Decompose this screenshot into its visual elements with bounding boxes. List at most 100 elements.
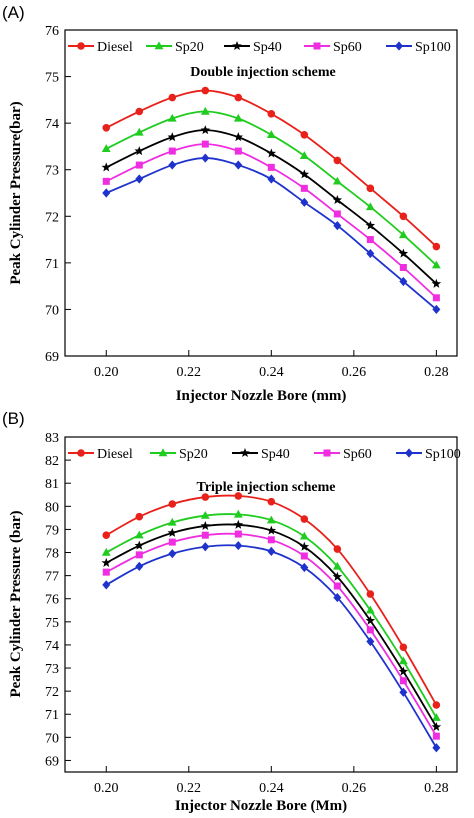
panel-b-data-point-sp20 xyxy=(167,517,177,526)
panel-b-data-point-sp40 xyxy=(233,519,244,529)
panel-a-plot-frame xyxy=(64,29,458,357)
panel-b-x-tick-label: 0.28 xyxy=(424,781,449,796)
panel-b-x-tick-label: 0.26 xyxy=(342,781,367,796)
panel-b-data-point-diesel xyxy=(168,500,177,508)
panel-a-legend-marker xyxy=(154,41,164,50)
panel-b-y-tick-label: 71 xyxy=(45,708,59,723)
panel-b-legend-label: Sp40 xyxy=(261,447,290,462)
panel-a-data-point-sp20 xyxy=(200,106,210,115)
panel-a-legend-marker xyxy=(77,42,85,50)
panel-b-data-point-diesel xyxy=(333,545,342,553)
panel-b-data-point-sp60 xyxy=(135,551,143,559)
panel-b-legend-label: Diesel xyxy=(97,447,133,462)
panel-a-legend-entry-sp60: Sp60 xyxy=(304,40,362,55)
panel-b-y-tick-label: 80 xyxy=(45,500,59,515)
panel-a-data-point-sp60 xyxy=(366,236,374,244)
panel-b-plot-frame xyxy=(64,436,458,773)
chart-panel-b: (B) Triple injection scheme Injector Noz… xyxy=(2,409,461,814)
panel-b-y-tick-label: 79 xyxy=(45,523,59,538)
panel-b-data-point-sp100 xyxy=(432,743,441,753)
chart-panel-a: (A) Double injection scheme Injector Noz… xyxy=(2,3,458,404)
panel-a-legend-marker xyxy=(313,42,321,50)
panel-b-data-point-sp100 xyxy=(333,592,342,603)
panel-b-x-tick-label: 0.24 xyxy=(259,781,284,796)
panel-b-y-tick-label: 83 xyxy=(45,431,59,446)
panel-b-series-line-sp20 xyxy=(105,513,438,719)
panel-b-data-point-sp40 xyxy=(200,520,211,530)
panel-b-y-tick-label: 77 xyxy=(45,570,59,585)
panel-a-data-point-sp100 xyxy=(234,160,243,170)
panel-b-data-point-sp20 xyxy=(200,510,210,519)
panel-a-data-point-sp20 xyxy=(398,230,408,239)
panel-b-data-point-diesel xyxy=(366,590,375,598)
panel-a-legend-label: Diesel xyxy=(97,40,133,55)
panel-a-data-point-sp60 xyxy=(135,161,143,169)
panel-a-data-point-sp40 xyxy=(365,220,376,230)
panel-a-data-point-sp100 xyxy=(135,174,144,184)
panel-a-legend-label: Sp40 xyxy=(253,40,282,55)
panel-b-data-point-sp100 xyxy=(267,546,276,556)
panel-a-data-point-sp40 xyxy=(431,278,442,288)
panel-a-x-tick-label: 0.26 xyxy=(342,365,367,380)
panel-a-data-point-sp100 xyxy=(201,153,210,163)
panel-b-series-sp100 xyxy=(102,540,441,753)
panel-a-data-point-diesel xyxy=(267,110,276,118)
panel-a-data-point-sp40 xyxy=(266,148,277,158)
panel-b-y-tick-label: 74 xyxy=(45,639,59,654)
panel-b-data-point-sp100 xyxy=(300,562,309,573)
panel-b-data-point-sp40 xyxy=(365,615,376,625)
panel-a-data-point-sp20 xyxy=(233,113,243,122)
panel-a-data-point-sp100 xyxy=(399,276,408,287)
panel-a-data-point-sp100 xyxy=(102,188,111,198)
panel-b-data-point-sp60 xyxy=(234,530,242,538)
panel-b-series-sp60 xyxy=(102,530,440,740)
panel-a-data-point-sp40 xyxy=(233,132,244,142)
panel-b-data-point-sp40 xyxy=(167,527,178,537)
panel-a-data-point-sp60 xyxy=(234,147,242,155)
panel-a-y-tick-label: 72 xyxy=(45,210,59,225)
panel-a-data-point-sp40 xyxy=(200,125,211,135)
panel-b-series xyxy=(101,492,442,753)
panel-b-y-tick-label: 76 xyxy=(45,593,59,608)
panel-a-data-point-diesel xyxy=(201,86,210,95)
panel-b-data-point-sp20 xyxy=(101,547,111,556)
panel-b-legend-entry-sp100: Sp100 xyxy=(396,447,461,462)
panel-b-legend-entry-sp60: Sp60 xyxy=(314,447,372,462)
panel-b-data-point-sp100 xyxy=(366,636,375,647)
panel-b-x-axis-label: Injector Nozzle Bore (Mm) xyxy=(175,798,347,814)
panel-b-data-point-sp60 xyxy=(102,568,110,576)
panel-a-data-point-sp20 xyxy=(266,130,276,138)
panel-a-data-point-sp60 xyxy=(168,147,176,155)
panel-b-series-sp40 xyxy=(101,519,442,731)
panel-b-data-point-sp40 xyxy=(134,540,145,550)
panel-a-data-point-sp40 xyxy=(134,146,145,156)
panel-a-data-point-diesel xyxy=(366,184,375,193)
panel-b-legend-label: Sp100 xyxy=(425,447,461,462)
panel-b-legend-label: Sp20 xyxy=(179,447,208,462)
panel-a-data-point-sp20 xyxy=(299,151,309,159)
panel-a-y-tick-label: 71 xyxy=(45,257,59,272)
panel-a-data-point-diesel xyxy=(234,93,243,102)
panel-a-y-tick-label: 76 xyxy=(45,24,59,39)
panel-b-data-point-sp40 xyxy=(431,721,442,731)
panel-b-x-tick-label: 0.20 xyxy=(94,781,119,796)
panel-b-data-point-sp40 xyxy=(101,557,112,567)
panel-b-data-point-sp40 xyxy=(398,666,409,676)
panel-b-data-point-sp60 xyxy=(168,538,176,546)
panel-b-data-point-sp20 xyxy=(365,605,375,614)
panel-a-x-tick-label: 0.24 xyxy=(259,365,284,380)
panel-b-x-tick-label: 0.22 xyxy=(177,781,202,796)
panel-a-y-axis-label: Peak Cylinder Pressure(bar) xyxy=(8,101,24,284)
panel-a-y-tick-label: 69 xyxy=(45,350,59,365)
panel-b-data-point-sp100 xyxy=(234,540,243,551)
panel-b-data-point-diesel xyxy=(234,492,243,500)
panel-b-series-diesel xyxy=(102,492,441,709)
panel-b-data-point-sp100 xyxy=(399,687,408,697)
panel-a-y-tick-label: 75 xyxy=(45,71,59,86)
panel-b-data-point-sp40 xyxy=(332,571,343,581)
panel-b-legend-entry-sp20: Sp20 xyxy=(150,447,208,462)
panel-a-legend-entry-sp20: Sp20 xyxy=(146,40,204,55)
panel-a-data-point-sp20 xyxy=(365,202,375,211)
panel-b-y-axis-label: Peak Cylinder Pressure (bar) xyxy=(8,510,24,697)
